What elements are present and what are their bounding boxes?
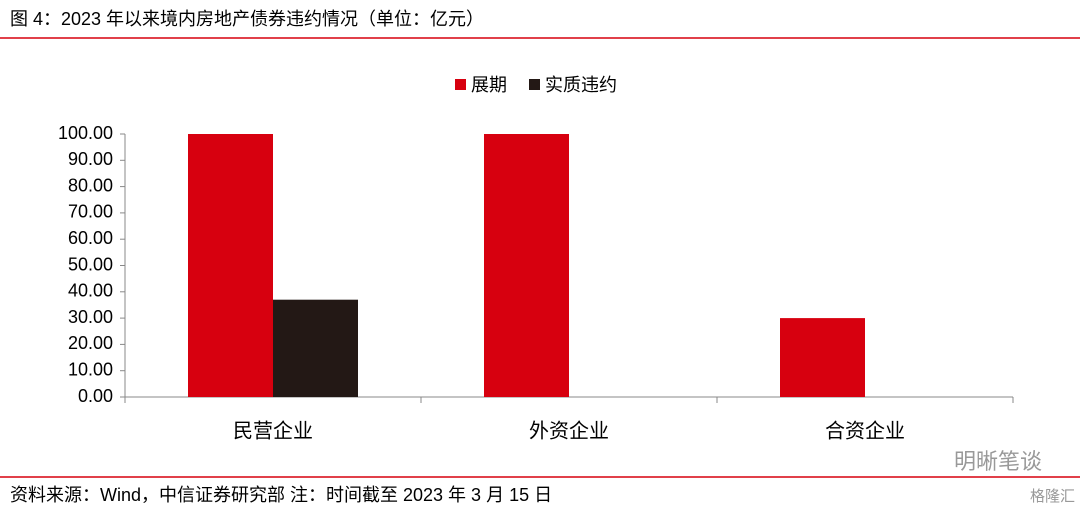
- y-tick-label: 60.00: [68, 228, 113, 248]
- legend-label: 实质违约: [545, 75, 617, 95]
- y-tick-label: 50.00: [68, 254, 113, 274]
- y-tick-label: 10.00: [68, 359, 113, 379]
- x-tick-label: 民营企业: [233, 419, 313, 442]
- legend-swatch: [455, 79, 466, 90]
- chart-title: 图 4：2023 年以来境内房地产债券违约情况（单位：亿元）: [10, 9, 484, 29]
- y-tick-label: 70.00: [68, 202, 113, 222]
- x-tick-label: 合资企业: [825, 419, 905, 442]
- y-tick-label: 100.00: [58, 123, 113, 143]
- y-tick-label: 0.00: [78, 386, 113, 406]
- y-tick-label: 90.00: [68, 149, 113, 169]
- bar: [188, 134, 273, 397]
- x-tick-label: 外资企业: [529, 419, 609, 442]
- y-tick-label: 20.00: [68, 333, 113, 353]
- bar: [780, 318, 865, 397]
- bar: [273, 299, 358, 397]
- y-tick-label: 30.00: [68, 307, 113, 327]
- y-tick-label: 80.00: [68, 175, 113, 195]
- y-tick-label: 40.00: [68, 281, 113, 301]
- watermark: 格隆汇: [1030, 488, 1075, 505]
- bar: [484, 134, 569, 397]
- source-note: 资料来源：Wind，中信证券研究部 注：时间截至 2023 年 3 月 15 日: [10, 485, 552, 505]
- watermark: 明晰笔谈: [954, 449, 1042, 474]
- legend-label: 展期: [471, 75, 507, 95]
- legend-swatch: [529, 79, 540, 90]
